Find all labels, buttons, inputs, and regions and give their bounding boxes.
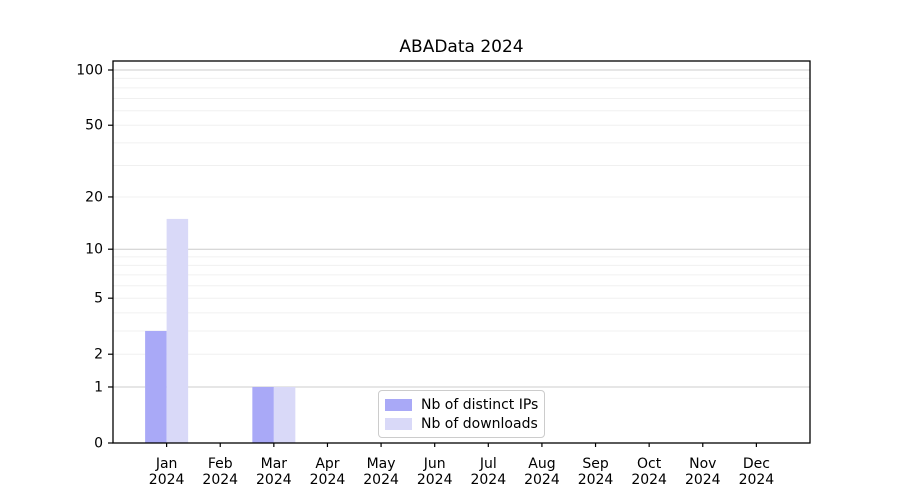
x-tick-label-month: Apr	[315, 456, 339, 472]
x-tick-label-month: Jun	[423, 456, 446, 472]
bar-downloads	[273, 386, 296, 443]
y-tick-label: 20	[85, 189, 103, 205]
axes-spines	[112, 60, 811, 444]
bar-distinct-ips	[252, 386, 274, 443]
chart-title: ABAData 2024	[399, 37, 524, 57]
x-tick-label-year: 2024	[470, 472, 506, 488]
y-tick-label: 0	[94, 436, 103, 452]
x-tick-label-year: 2024	[310, 472, 346, 488]
x-tick-label-year: 2024	[149, 472, 185, 488]
legend: Nb of distinct IPs Nb of downloads	[378, 390, 545, 438]
y-tick-label: 100	[76, 63, 103, 79]
x-tick-label-month: Jul	[479, 456, 497, 472]
y-tick-label: 10	[85, 242, 103, 258]
x-tick-label-year: 2024	[202, 472, 238, 488]
legend-item-downloads: Nb of downloads	[385, 417, 544, 431]
x-tick-label-year: 2024	[524, 472, 560, 488]
x-tick-label-year: 2024	[256, 472, 292, 488]
y-tick-label: 50	[85, 118, 103, 134]
legend-swatch-distinct-ips	[385, 398, 412, 411]
legend-item-distinct-ips: Nb of distinct IPs	[385, 398, 544, 412]
x-tick-label-month: Feb	[208, 456, 233, 472]
legend-swatch-downloads	[385, 417, 412, 430]
x-tick-label-month: Dec	[743, 456, 770, 472]
y-tick-label: 5	[94, 291, 103, 307]
x-tick-label-month: May	[367, 456, 396, 472]
x-tick-label-month: Mar	[261, 456, 288, 472]
x-tick-label-year: 2024	[685, 472, 721, 488]
x-tick-label-year: 2024	[739, 472, 775, 488]
x-tick-label-month: Sep	[582, 456, 609, 472]
x-tick-label-year: 2024	[578, 472, 614, 488]
x-tick-label-month: Oct	[637, 456, 662, 472]
y-tick-label: 1	[94, 379, 103, 395]
bar-downloads	[166, 218, 189, 443]
bar-distinct-ips	[145, 330, 167, 443]
x-tick-label-year: 2024	[363, 472, 399, 488]
legend-label-distinct-ips: Nb of distinct IPs	[421, 396, 539, 413]
y-tick-label: 2	[94, 347, 103, 363]
legend-label-downloads: Nb of downloads	[421, 415, 538, 432]
x-tick-label-month: Nov	[689, 456, 716, 472]
x-tick-label-year: 2024	[417, 472, 453, 488]
x-tick-label-year: 2024	[631, 472, 667, 488]
x-tick-label-month: Aug	[528, 456, 555, 472]
x-tick-label-month: Jan	[155, 456, 178, 472]
